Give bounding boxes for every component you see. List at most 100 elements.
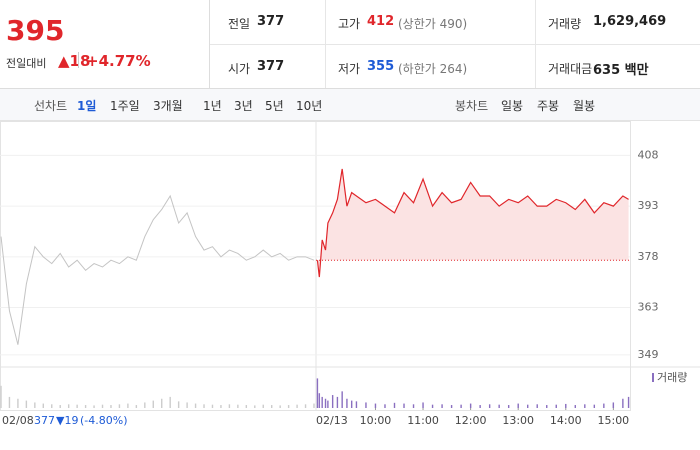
volume-bar xyxy=(479,405,481,408)
volume-bar xyxy=(469,403,472,408)
volume-bar xyxy=(374,403,377,408)
volume-bar xyxy=(627,396,630,408)
col-divider xyxy=(535,0,536,88)
row-divider xyxy=(210,44,700,45)
volume-bar xyxy=(441,404,443,408)
stat-label: 거래량 xyxy=(548,17,582,31)
date-label: 02/08 xyxy=(2,414,34,427)
volume-bar xyxy=(498,404,500,408)
volume-bar xyxy=(555,404,557,408)
stat-value: 377 xyxy=(257,14,285,29)
x-tick-label: 13:00 xyxy=(502,414,534,427)
volume-bar xyxy=(51,404,53,408)
volume-bar xyxy=(279,405,281,408)
volume-bar xyxy=(412,404,415,408)
volume-bar xyxy=(262,404,264,408)
volume-bar xyxy=(254,405,256,408)
volume-bar xyxy=(612,402,615,408)
volume-bar xyxy=(93,405,95,408)
tab-bar: 선차트 1일 1주일 3개월 1년 3년 5년 10년 봉차트 일봉 주봉 월봉 xyxy=(0,89,700,121)
volume-bar xyxy=(237,404,239,408)
volume-bar xyxy=(169,396,171,408)
x-tick-label: 15:00 xyxy=(597,414,629,427)
price-line xyxy=(316,168,629,278)
date-label: 02/13 xyxy=(316,414,348,427)
volume-bar xyxy=(194,403,197,408)
volume-bar xyxy=(135,405,138,408)
y-tick-label: 408 xyxy=(638,148,659,161)
volume-bar xyxy=(350,400,353,408)
volume-bar xyxy=(127,403,129,408)
volume-bar xyxy=(574,405,576,408)
period-tab[interactable]: 1년 xyxy=(203,99,222,113)
tab-label: 선차트 xyxy=(34,99,68,113)
volume-bar xyxy=(245,405,248,408)
divider xyxy=(78,52,79,68)
change-rate: +4.77% xyxy=(86,52,151,70)
price-area xyxy=(317,168,629,278)
volume-bar xyxy=(584,404,586,408)
candle-tab[interactable]: 주봉 xyxy=(537,99,560,113)
price-line xyxy=(0,194,315,345)
volume-bar xyxy=(318,393,321,408)
volume-bar xyxy=(67,404,70,408)
close-label: 377 xyxy=(34,414,55,427)
volume-bar xyxy=(346,398,348,408)
volume-bar xyxy=(355,401,358,408)
stat-value: 377 xyxy=(257,59,285,74)
volume-bar xyxy=(228,404,231,408)
volume-bar xyxy=(431,404,434,408)
volume-bar xyxy=(327,400,329,408)
period-tab[interactable]: 3년 xyxy=(234,99,253,113)
volume-bar xyxy=(331,395,334,408)
x-tick-label: 10:00 xyxy=(360,414,392,427)
y-tick-label: 393 xyxy=(638,199,659,212)
volume-bar xyxy=(101,404,104,408)
volume-bar xyxy=(42,403,44,408)
volume-bar xyxy=(271,405,273,408)
period-tab[interactable]: 1일 xyxy=(77,99,97,113)
stat-label: 전일 xyxy=(228,17,251,31)
volume-bar xyxy=(546,405,548,408)
legend-swatch xyxy=(652,373,654,382)
change-label: 전일대비 xyxy=(6,57,47,70)
volume-bar xyxy=(296,404,298,408)
y-tick-label: 378 xyxy=(638,250,659,263)
period-tab[interactable]: 1주일 xyxy=(110,99,140,113)
stat-note: (상한가 490) xyxy=(398,17,468,31)
volume-bar xyxy=(565,403,567,408)
legend-label: 거래량 xyxy=(657,371,687,384)
volume-bar xyxy=(313,403,315,408)
volume-bar xyxy=(144,402,146,408)
change-label: ▼19 xyxy=(56,414,78,427)
price-box: 395 전일대비 ▲18 +4.77% xyxy=(0,0,210,88)
volume-bar xyxy=(59,405,61,408)
volume-bar xyxy=(324,398,327,408)
price: 395 xyxy=(6,14,65,47)
period-tab[interactable]: 10년 xyxy=(296,99,323,113)
candle-tab[interactable]: 일봉 xyxy=(501,99,524,113)
volume-bar xyxy=(460,404,462,408)
y-tick-label: 363 xyxy=(638,301,659,314)
y-tick-label: 349 xyxy=(638,348,659,361)
volume-bar xyxy=(341,391,343,408)
volume-bar xyxy=(17,398,19,408)
volume-bar xyxy=(34,402,36,408)
stat-value: 412 xyxy=(367,14,395,29)
stat-value: 1,629,469 xyxy=(593,14,667,29)
volume-bar xyxy=(152,400,154,408)
candle-tab[interactable]: 월봉 xyxy=(573,99,596,113)
stat-label: 시가 xyxy=(228,62,251,76)
volume-bar xyxy=(287,405,290,408)
volume-bar xyxy=(488,404,491,408)
volume-bar xyxy=(422,402,424,408)
x-tick-label: 11:00 xyxy=(407,414,439,427)
volume-bar xyxy=(622,398,624,408)
stat-value: 355 xyxy=(367,59,395,74)
chart: 349 363 378 393 408 10:00 11:00 12:00 13:00 14:00… xyxy=(0,121,700,427)
stat-label: 고가 xyxy=(338,17,361,31)
period-tab[interactable]: 5년 xyxy=(265,99,284,113)
period-tab[interactable]: 3개월 xyxy=(153,99,183,113)
tab-label: 봉차트 xyxy=(455,99,489,113)
